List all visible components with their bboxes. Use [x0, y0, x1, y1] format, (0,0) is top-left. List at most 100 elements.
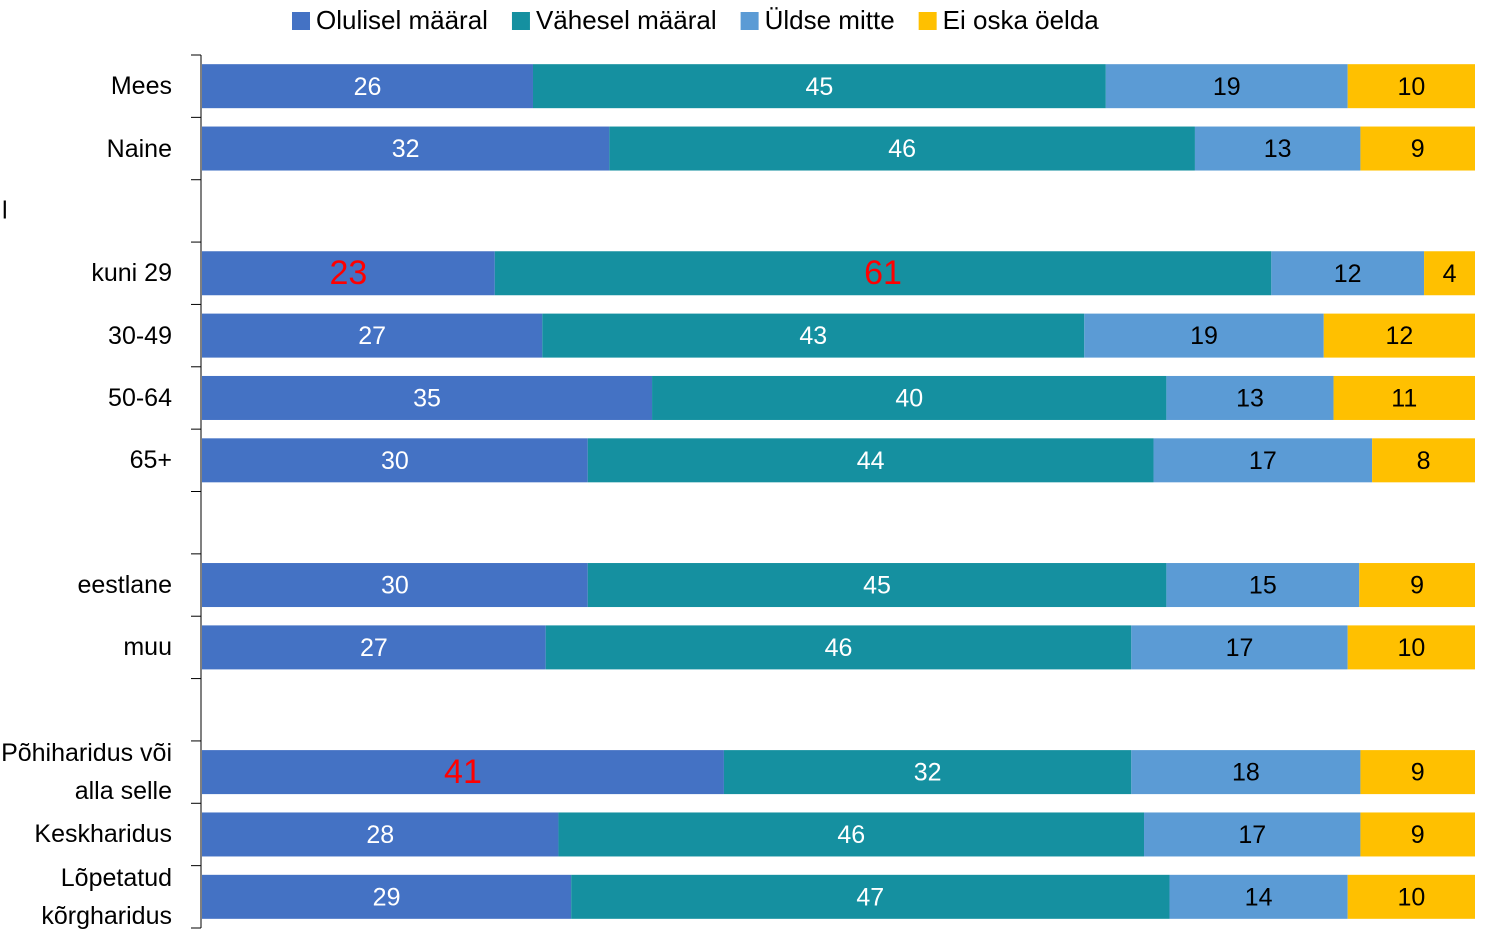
bar-segment	[609, 126, 1195, 171]
bar-segment	[532, 64, 1106, 109]
bar-segment	[1347, 874, 1475, 919]
bar-segment	[202, 126, 610, 171]
bar-segment	[545, 625, 1132, 670]
bar-segment	[1347, 625, 1475, 670]
legend-label: Üldse mitte	[765, 5, 895, 35]
data-label: 23	[329, 254, 367, 292]
bar-segment	[1359, 563, 1475, 608]
bar-segment	[202, 375, 653, 420]
data-label: 29	[373, 883, 401, 911]
data-label: 12	[1334, 260, 1362, 288]
bar-segment	[571, 874, 1170, 919]
legend-swatch	[511, 12, 530, 30]
data-label: 26	[354, 73, 382, 101]
bar-segment	[1360, 812, 1475, 857]
bar-segment	[202, 812, 559, 857]
bar-segment	[494, 251, 1272, 296]
bar-segment	[587, 563, 1167, 608]
data-label: 45	[805, 73, 833, 101]
bar-segment	[202, 64, 533, 109]
y-tick-label: kuni 29	[91, 259, 172, 288]
bar-segment	[202, 438, 588, 483]
bar-segment	[587, 438, 1154, 483]
bar-segment	[1333, 375, 1475, 420]
bar-segment	[1105, 64, 1348, 109]
data-label: 9	[1411, 821, 1425, 849]
data-label: 41	[444, 753, 482, 791]
data-label: 18	[1232, 759, 1260, 787]
data-label: 10	[1397, 73, 1425, 101]
data-label: 32	[392, 135, 420, 163]
data-label: 30	[381, 572, 409, 600]
y-tick-label: muu	[123, 633, 172, 662]
data-label: 27	[360, 634, 388, 662]
bar-segment	[1144, 812, 1361, 857]
data-label: 28	[366, 821, 394, 849]
data-label: 46	[837, 821, 865, 849]
data-label: 10	[1397, 883, 1425, 911]
bar-segment	[1360, 126, 1475, 171]
data-label: 8	[1417, 447, 1431, 475]
data-label: 9	[1410, 572, 1424, 600]
data-label: 9	[1411, 135, 1425, 163]
bar-segment	[202, 251, 495, 296]
data-label: 14	[1245, 883, 1273, 911]
y-tick-label: 50-64	[108, 383, 172, 412]
bar-segment	[1424, 251, 1475, 296]
legend-swatch	[740, 12, 759, 30]
y-tick-label: eestlane	[77, 571, 172, 600]
data-label: 17	[1226, 634, 1254, 662]
bar-segment	[202, 313, 543, 358]
data-label: 10	[1397, 634, 1425, 662]
bar-segment	[1372, 438, 1475, 483]
legend-swatch	[292, 12, 310, 30]
bar-segment	[1169, 874, 1348, 919]
bar-segment	[542, 313, 1085, 358]
bar-segment	[1360, 750, 1475, 795]
data-label: 45	[863, 572, 891, 600]
data-label: 15	[1249, 572, 1277, 600]
bar-segment	[1131, 750, 1361, 795]
bar-segment	[1166, 375, 1334, 420]
legend-label: Ei oska öelda	[943, 5, 1100, 35]
y-tick-label: Naine	[106, 134, 172, 163]
data-label: 17	[1249, 447, 1277, 475]
data-label: 19	[1213, 73, 1241, 101]
annotation: l	[2, 197, 8, 225]
y-tick-label: 30-49	[108, 321, 172, 350]
data-label: 13	[1236, 385, 1264, 413]
bar-segment	[1084, 313, 1324, 358]
data-label: 12	[1385, 322, 1413, 350]
bar-segment	[202, 750, 724, 795]
bar-segment	[1166, 563, 1360, 608]
bar-segment	[202, 625, 546, 670]
data-label: 30	[381, 447, 409, 475]
data-label: 19	[1190, 322, 1218, 350]
data-label: 13	[1264, 135, 1292, 163]
data-label: 27	[358, 322, 386, 350]
data-label: 44	[857, 447, 885, 475]
data-label: 61	[864, 254, 902, 292]
data-label: 35	[413, 385, 441, 413]
bar-segment	[1194, 126, 1361, 171]
data-label: 47	[856, 883, 884, 911]
data-label: 9	[1411, 759, 1425, 787]
data-label: 46	[888, 135, 916, 163]
legend-label: Olulisel määral	[316, 5, 488, 35]
data-label: 32	[914, 759, 942, 787]
y-tick-label: Keskharidus	[34, 820, 172, 849]
bar-segment	[1153, 438, 1373, 483]
data-label: 46	[825, 634, 853, 662]
bar-segment	[558, 812, 1145, 857]
data-label: 40	[895, 385, 923, 413]
bar-segment	[202, 563, 588, 608]
bar-segment	[1271, 251, 1425, 296]
bar-segment	[202, 874, 572, 919]
y-tick-label: Põhiharidus või alla selle	[1, 739, 172, 806]
y-tick-label: Lõpetatud kõrgharidus	[41, 863, 172, 930]
legend-label: Vähesel määral	[536, 5, 717, 35]
data-label: 4	[1443, 260, 1457, 288]
data-label: 43	[799, 322, 827, 350]
